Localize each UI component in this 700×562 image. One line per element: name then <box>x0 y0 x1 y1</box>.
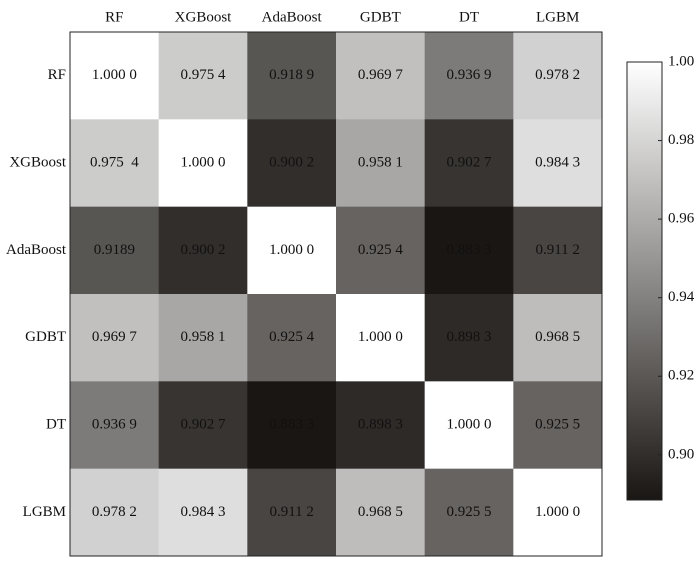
cell-label: 0.936 9 <box>92 416 137 432</box>
cell-label: 0.925 4 <box>358 242 404 258</box>
cell-label: 0.902 7 <box>181 416 227 432</box>
cell-label: 0.968 5 <box>535 329 580 345</box>
cell-label: 0.898 3 <box>358 416 403 432</box>
heatmap-cell <box>70 32 160 120</box>
colorbar-tick-label: 0.90 <box>668 446 694 462</box>
cell-label: 0.925 4 <box>269 329 315 345</box>
heatmap-cell <box>247 32 337 120</box>
heatmap-cell <box>424 381 514 470</box>
cell-label: 0.898 3 <box>447 329 492 345</box>
cell-label: 0.968 5 <box>358 504 403 520</box>
heatmap-cell <box>158 206 248 295</box>
heatmap-cell <box>158 468 248 557</box>
heatmap-cell <box>247 206 337 295</box>
heatmap-cell <box>424 294 514 382</box>
heatmap-cell <box>424 32 514 120</box>
y-tick-label: DT <box>46 416 66 432</box>
heatmap-cell <box>70 468 160 557</box>
cell-label: 0.925 5 <box>535 416 580 432</box>
cell-label: 0.984 3 <box>535 154 580 170</box>
heatmap-cell <box>70 381 160 470</box>
cell-label: 1.000 0 <box>269 242 314 258</box>
heatmap-cell <box>513 32 603 120</box>
heatmap-cell <box>336 206 426 295</box>
y-tick-label: AdaBoost <box>6 242 67 258</box>
y-tick-label: LGBM <box>23 504 66 520</box>
colorbar-tick-label: 1.00 <box>668 53 694 69</box>
heatmap-cell <box>513 294 603 382</box>
colorbar-tick-label: 0.92 <box>668 368 694 384</box>
heatmap-cell <box>513 468 603 557</box>
heatmap-cell <box>424 206 514 295</box>
cell-label: 0.925 5 <box>447 504 492 520</box>
cell-label: 0.978 2 <box>92 504 137 520</box>
cell-label: 1.000 0 <box>535 504 580 520</box>
cell-label: 0.911 2 <box>269 504 313 520</box>
cell-label: 0.902 7 <box>447 154 493 170</box>
heatmap-cell <box>513 119 603 208</box>
heatmap-cell <box>513 206 603 295</box>
cell-label: 0.969 7 <box>358 67 404 83</box>
y-tick-label: RF <box>48 67 66 83</box>
heatmap-cell <box>247 468 337 557</box>
heatmap-cell <box>70 294 160 382</box>
cell-label: 0.883 3 <box>447 242 492 258</box>
heatmap-cell <box>424 119 514 208</box>
cell-label: 1.000 0 <box>181 154 226 170</box>
colorbar <box>626 61 663 501</box>
heatmap-cell <box>336 32 426 120</box>
heatmap-cell <box>513 381 603 470</box>
x-tick-label: XGBoost <box>175 9 233 25</box>
cell-label: 0.918 9 <box>269 67 314 83</box>
cell-label: 0.984 3 <box>181 504 226 520</box>
cell-label: 0.911 2 <box>535 242 579 258</box>
heatmap-cell <box>247 294 337 382</box>
colorbar-tick-label: 0.98 <box>668 132 694 148</box>
x-tick-label: RF <box>105 9 123 25</box>
heatmap-cell <box>158 32 248 120</box>
heatmap-cell <box>336 381 426 470</box>
cell-label: 1.000 0 <box>358 329 403 345</box>
colorbar-tick-label: 0.96 <box>668 211 695 227</box>
cell-label: 0.883 3 <box>269 416 314 432</box>
cell-label: 1.000 0 <box>447 416 492 432</box>
heatmap-cell <box>70 119 160 208</box>
y-tick-label: XGBoost <box>9 154 67 170</box>
heatmap-cell <box>336 119 426 208</box>
heatmap-cell <box>336 468 426 557</box>
heatmap-cell <box>158 119 248 208</box>
cell-label: 0.936 9 <box>447 67 492 83</box>
cell-label: 0.975 4 <box>181 67 227 83</box>
cell-label: 0.958 1 <box>181 329 226 345</box>
cell-label: 1.000 0 <box>92 67 137 83</box>
cell-label: 0.900 2 <box>269 154 314 170</box>
cell-label: 0.975 4 <box>90 154 139 170</box>
x-tick-label: DT <box>459 9 479 25</box>
heatmap-cell <box>247 119 337 208</box>
heatmap-cell <box>424 468 514 557</box>
x-tick-label: AdaBoost <box>262 9 323 25</box>
heatmap-cell <box>336 294 426 382</box>
cell-label: 0.9189 <box>94 242 135 258</box>
cell-label: 0.958 1 <box>358 154 403 170</box>
y-tick-label: GDBT <box>25 329 66 345</box>
cell-label: 0.900 2 <box>181 242 226 258</box>
cell-label: 0.969 7 <box>92 329 138 345</box>
x-tick-label: LGBM <box>536 9 579 25</box>
plot-frame <box>69 31 603 557</box>
heatmap-cell <box>158 294 248 382</box>
heatmap-cell <box>158 381 248 470</box>
x-tick-label: GDBT <box>360 9 401 25</box>
heatmap-cell <box>247 381 337 470</box>
heatmap-cell <box>70 206 160 295</box>
cell-label: 0.978 2 <box>535 67 580 83</box>
colorbar-tick-label: 0.94 <box>668 289 695 305</box>
